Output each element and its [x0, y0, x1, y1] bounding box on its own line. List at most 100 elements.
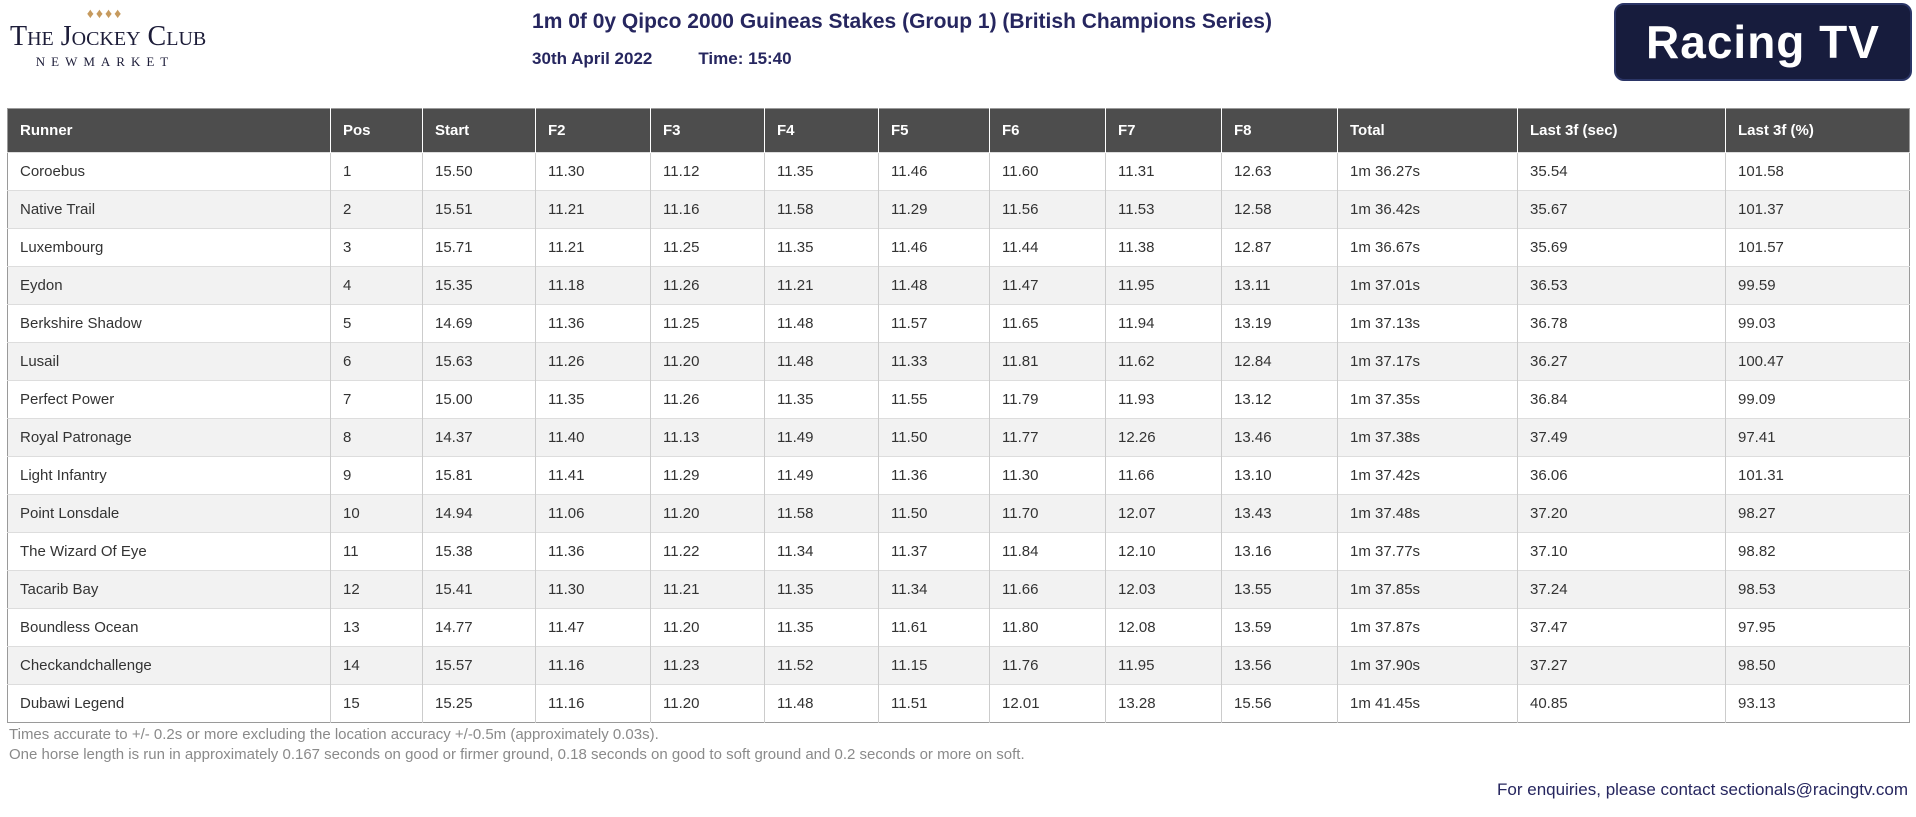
table-cell: 11.22: [650, 532, 765, 571]
table-cell: 13.46: [1221, 418, 1338, 457]
table-cell: 11.20: [650, 608, 765, 647]
table-cell: 15.51: [422, 190, 536, 229]
table-cell: 11.35: [764, 152, 879, 191]
table-row: Native Trail 2 15.51 11.21 11.16 11.58 11.29 11…: [7, 190, 1910, 229]
table-cell: 35.67: [1517, 190, 1726, 229]
accuracy-note-1: Times accurate to +/- 0.2s or more exclu…: [9, 726, 659, 743]
table-cell: 11.41: [535, 456, 651, 495]
table-cell: 11.31: [1105, 152, 1222, 191]
column-header-last-3f: Last 3f (%): [1725, 108, 1910, 153]
table-cell: 1m 36.42s: [1337, 190, 1518, 229]
runner-name-cell: Point Lonsdale: [7, 494, 331, 533]
table-cell: 37.49: [1517, 418, 1726, 457]
runner-name-cell: Eydon: [7, 266, 331, 305]
runner-name-cell: Native Trail: [7, 190, 331, 229]
table-cell: 11.51: [878, 684, 990, 723]
table-cell: 11.79: [989, 380, 1106, 419]
table-cell: 14.77: [422, 608, 536, 647]
runner-name-cell: Royal Patronage: [7, 418, 331, 457]
table-cell: 101.37: [1725, 190, 1910, 229]
jockey-club-name: The Jockey Club: [10, 21, 207, 52]
table-cell: 37.27: [1517, 646, 1726, 685]
racing-tv-logo-text: Racing TV: [1646, 16, 1880, 68]
table-cell: 15.00: [422, 380, 536, 419]
table-cell: 11.36: [535, 532, 651, 571]
table-cell: 37.47: [1517, 608, 1726, 647]
table-cell: 1m 37.35s: [1337, 380, 1518, 419]
table-cell: 12.26: [1105, 418, 1222, 457]
jockey-club-logo: ♦♦♦♦ The Jockey Club NEWMARKET: [10, 5, 207, 70]
column-header-f8: F8: [1221, 108, 1338, 153]
table-cell: 11.26: [650, 266, 765, 305]
table-cell: 11.48: [764, 304, 879, 343]
table-row: Luxembourg 3 15.71 11.21 11.25 11.35 11.46 11.4…: [7, 228, 1910, 267]
table-cell: 11.56: [989, 190, 1106, 229]
column-header-pos: Pos: [330, 108, 423, 153]
table-cell: 15.81: [422, 456, 536, 495]
column-header-f2: F2: [535, 108, 651, 153]
table-cell: 1m 37.87s: [1337, 608, 1518, 647]
race-datetime: 30th April 2022 Time: 15:40: [532, 50, 1272, 68]
table-cell: 11.94: [1105, 304, 1222, 343]
table-cell: 11.23: [650, 646, 765, 685]
table-cell: 15.41: [422, 570, 536, 609]
table-row: Point Lonsdale 10 14.94 11.06 11.20 11.58 11.5…: [7, 494, 1910, 533]
runner-name-cell: Lusail: [7, 342, 331, 381]
table-cell: 99.09: [1725, 380, 1910, 419]
table-cell: 11.30: [989, 456, 1106, 495]
runner-name-cell: Tacarib Bay: [7, 570, 331, 609]
table-cell: 1m 37.48s: [1337, 494, 1518, 533]
table-cell: 14.94: [422, 494, 536, 533]
table-cell: 11.25: [650, 304, 765, 343]
table-cell: 14: [330, 646, 423, 685]
column-header-f7: F7: [1105, 108, 1222, 153]
table-cell: 11.84: [989, 532, 1106, 571]
table-cell: 11.36: [878, 456, 990, 495]
table-cell: 11.50: [878, 418, 990, 457]
table-cell: 1m 36.27s: [1337, 152, 1518, 191]
table-cell: 11.26: [535, 342, 651, 381]
table-cell: 11.66: [989, 570, 1106, 609]
table-row: Royal Patronage 8 14.37 11.40 11.13 11.49 11.5…: [7, 418, 1910, 457]
table-cell: 36.27: [1517, 342, 1726, 381]
table-cell: 11.16: [535, 646, 651, 685]
table-cell: 13.11: [1221, 266, 1338, 305]
table-cell: 1m 37.38s: [1337, 418, 1518, 457]
table-cell: 3: [330, 228, 423, 267]
table-cell: 40.85: [1517, 684, 1726, 723]
table-cell: 35.69: [1517, 228, 1726, 267]
runner-name-cell: Berkshire Shadow: [7, 304, 331, 343]
table-cell: 15.35: [422, 266, 536, 305]
table-cell: 11.57: [878, 304, 990, 343]
table-cell: 12.63: [1221, 152, 1338, 191]
table-cell: 12.07: [1105, 494, 1222, 533]
table-cell: 98.53: [1725, 570, 1910, 609]
table-cell: 15.63: [422, 342, 536, 381]
table-cell: 11.20: [650, 342, 765, 381]
runner-name-cell: Luxembourg: [7, 228, 331, 267]
table-cell: 11.18: [535, 266, 651, 305]
table-cell: 15.71: [422, 228, 536, 267]
table-cell: 4: [330, 266, 423, 305]
table-cell: 11.30: [535, 152, 651, 191]
runner-name-cell: Light Infantry: [7, 456, 331, 495]
table-cell: 11.65: [989, 304, 1106, 343]
table-cell: 11.37: [878, 532, 990, 571]
jockey-club-diamonds-icon: ♦♦♦♦: [86, 5, 124, 21]
table-cell: 13.28: [1105, 684, 1222, 723]
table-cell: 11.58: [764, 190, 879, 229]
table-cell: 11.29: [650, 456, 765, 495]
table-cell: 11.80: [989, 608, 1106, 647]
column-header-runner: Runner: [7, 108, 331, 153]
table-cell: 10: [330, 494, 423, 533]
table-cell: 1m 37.42s: [1337, 456, 1518, 495]
table-cell: 99.03: [1725, 304, 1910, 343]
table-cell: 11.61: [878, 608, 990, 647]
table-cell: 12.58: [1221, 190, 1338, 229]
table-cell: 93.13: [1725, 684, 1910, 723]
race-time: Time: 15:40: [698, 49, 792, 68]
table-cell: 11.35: [535, 380, 651, 419]
column-header-f5: F5: [878, 108, 990, 153]
table-cell: 11.20: [650, 494, 765, 533]
table-cell: 11.93: [1105, 380, 1222, 419]
